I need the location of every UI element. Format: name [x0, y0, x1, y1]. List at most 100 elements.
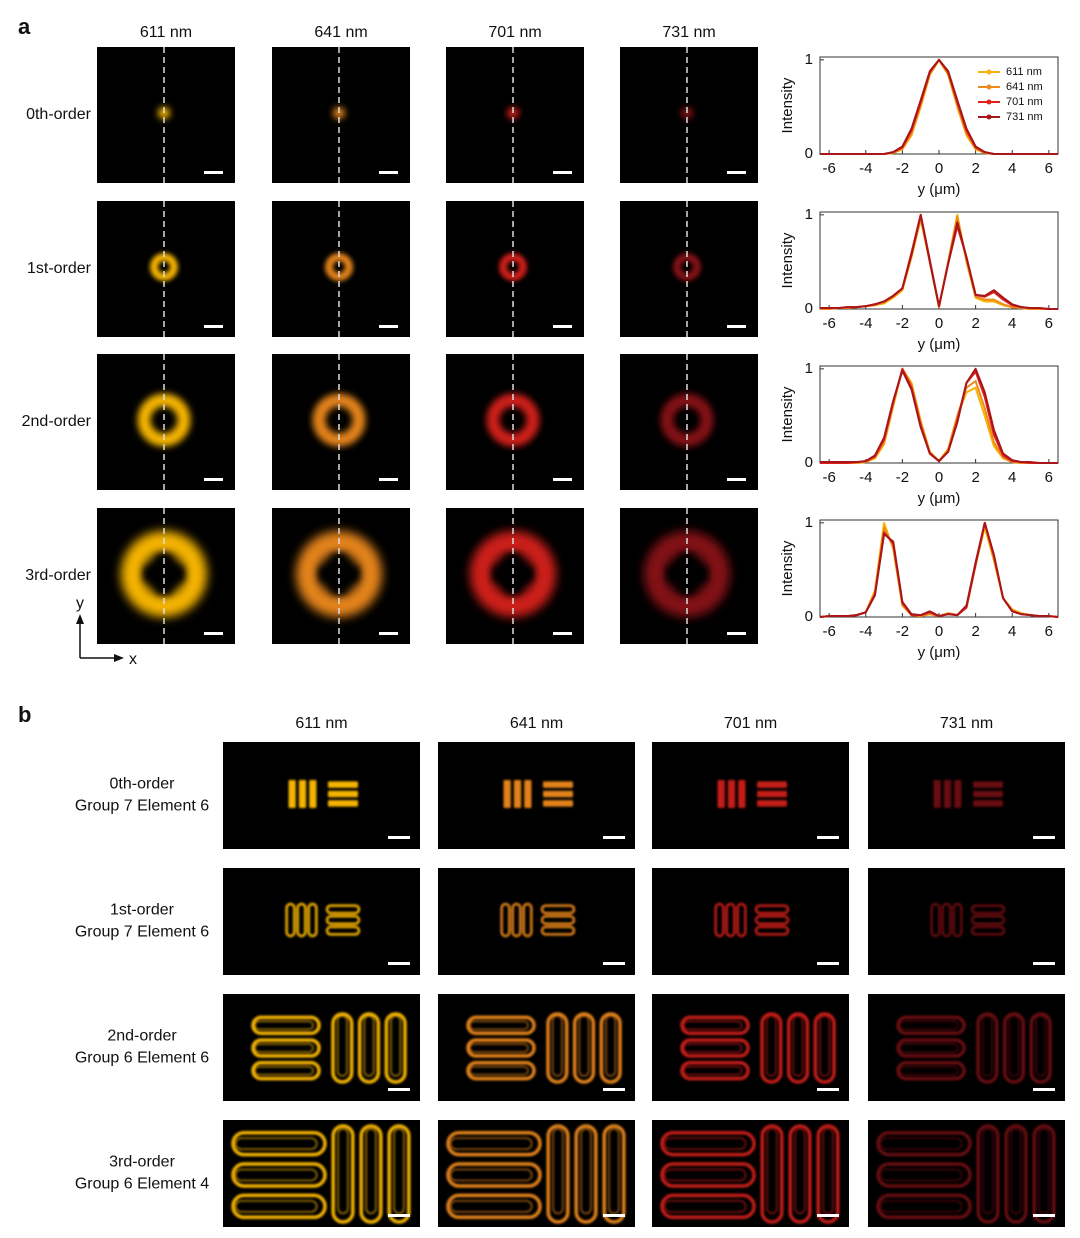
target-bar [543, 781, 573, 788]
target-image [223, 868, 420, 975]
x-tick-label: -4 [859, 160, 872, 177]
x-tick-label: -4 [859, 315, 872, 332]
target-bars [503, 780, 573, 808]
beam-image [446, 201, 584, 337]
target-bar [546, 1124, 570, 1224]
target-bar [760, 1012, 783, 1084]
y-tick-label: 1 [805, 206, 813, 223]
target-bar-inner [792, 1015, 804, 1077]
target-bar-inner [235, 1200, 318, 1213]
target-bar [1032, 1124, 1056, 1224]
x-tick-label: -6 [822, 469, 835, 486]
target-bar [540, 915, 576, 925]
target-bar [384, 1012, 407, 1084]
target-image [868, 1120, 1065, 1227]
target-bar [251, 1038, 321, 1058]
target-bar [736, 902, 747, 938]
target-bar [757, 800, 787, 807]
target-bars [285, 902, 361, 938]
target-bar [572, 1012, 596, 1084]
legend-marker [986, 84, 992, 90]
column-header: 731 nm [662, 24, 715, 41]
x-tick-label: -2 [896, 469, 909, 486]
target-bar [307, 902, 318, 938]
scale-bar [603, 1214, 625, 1217]
target-bar [754, 925, 790, 936]
scale-bar [1033, 962, 1055, 965]
x-tick-label: -2 [896, 160, 909, 177]
target-bar-inner [880, 1168, 963, 1182]
x-tick-label: 0 [935, 160, 943, 177]
target-bar [296, 902, 307, 938]
x-tick-label: 6 [1045, 623, 1053, 640]
image-bg [223, 742, 420, 849]
y-tick-label: 0 [805, 300, 813, 317]
image-bg [97, 201, 235, 337]
target-bar [930, 902, 941, 938]
target-image [652, 868, 849, 975]
target-bar [896, 1015, 966, 1036]
target-bar [357, 1012, 381, 1084]
series-line [820, 213, 1058, 310]
beam-image [446, 47, 584, 183]
x-tick-label: -4 [859, 469, 872, 486]
scale-bar [727, 325, 746, 328]
target-bar [976, 1124, 1000, 1224]
x-tick-label: -6 [822, 160, 835, 177]
plot-frame [819, 211, 1059, 310]
scale-bar [727, 478, 746, 481]
target-bar-inner [393, 1128, 405, 1215]
target-bar-inner [1035, 1015, 1047, 1077]
scale-bar [817, 1214, 839, 1217]
x-axis-label: y (μm) [918, 490, 961, 507]
scale-bar [553, 478, 572, 481]
scale-bar [204, 171, 223, 174]
image-bg [652, 868, 849, 975]
y-axis-label: Intensity [779, 386, 796, 442]
beam-image [97, 47, 235, 183]
target-bar-inner [551, 1015, 563, 1077]
target-bar [387, 1124, 411, 1224]
axis-label: y [76, 595, 84, 612]
image-bg [438, 868, 635, 975]
target-image [652, 1120, 849, 1227]
target-bar-inner [254, 1065, 314, 1076]
scale-bar [553, 632, 572, 635]
scale-bar [204, 325, 223, 328]
target-image [868, 742, 1065, 849]
target-bar-inner [683, 1020, 743, 1031]
x-axis-label: y (μm) [918, 336, 961, 353]
target-bar-inner [450, 1200, 533, 1213]
row-label: 2nd-order [107, 1028, 177, 1045]
row-label: Group 7 Element 6 [75, 798, 209, 815]
target-bar [970, 904, 1006, 915]
target-bar-inner [336, 1015, 348, 1077]
target-bar [328, 790, 358, 798]
beam-image [272, 47, 410, 183]
image-bg [438, 742, 635, 849]
target-bar [973, 800, 1003, 807]
target-bars [500, 902, 576, 938]
beam-image [620, 47, 758, 183]
column-header: 641 nm [510, 715, 563, 732]
x-tick-label: 4 [1008, 469, 1016, 486]
target-bar [876, 1162, 972, 1188]
target-bar [725, 902, 736, 938]
target-image [438, 994, 635, 1101]
image-bg [620, 201, 758, 337]
target-bar [933, 780, 941, 808]
target-bar-inner [794, 1128, 806, 1215]
legend-marker [986, 114, 992, 120]
target-bar [788, 1124, 812, 1224]
target-bar-inner [981, 1015, 993, 1077]
target-image [438, 1120, 635, 1227]
target-bar-inner [363, 1015, 375, 1077]
target-bar [896, 1038, 966, 1058]
target-bar [757, 790, 787, 798]
target-bar [760, 1124, 784, 1224]
image-bg [620, 354, 758, 490]
axis-arrows [76, 614, 124, 662]
x-tick-label: 2 [971, 623, 979, 640]
x-axis-label: y (μm) [918, 181, 961, 198]
target-bar [680, 1015, 750, 1036]
